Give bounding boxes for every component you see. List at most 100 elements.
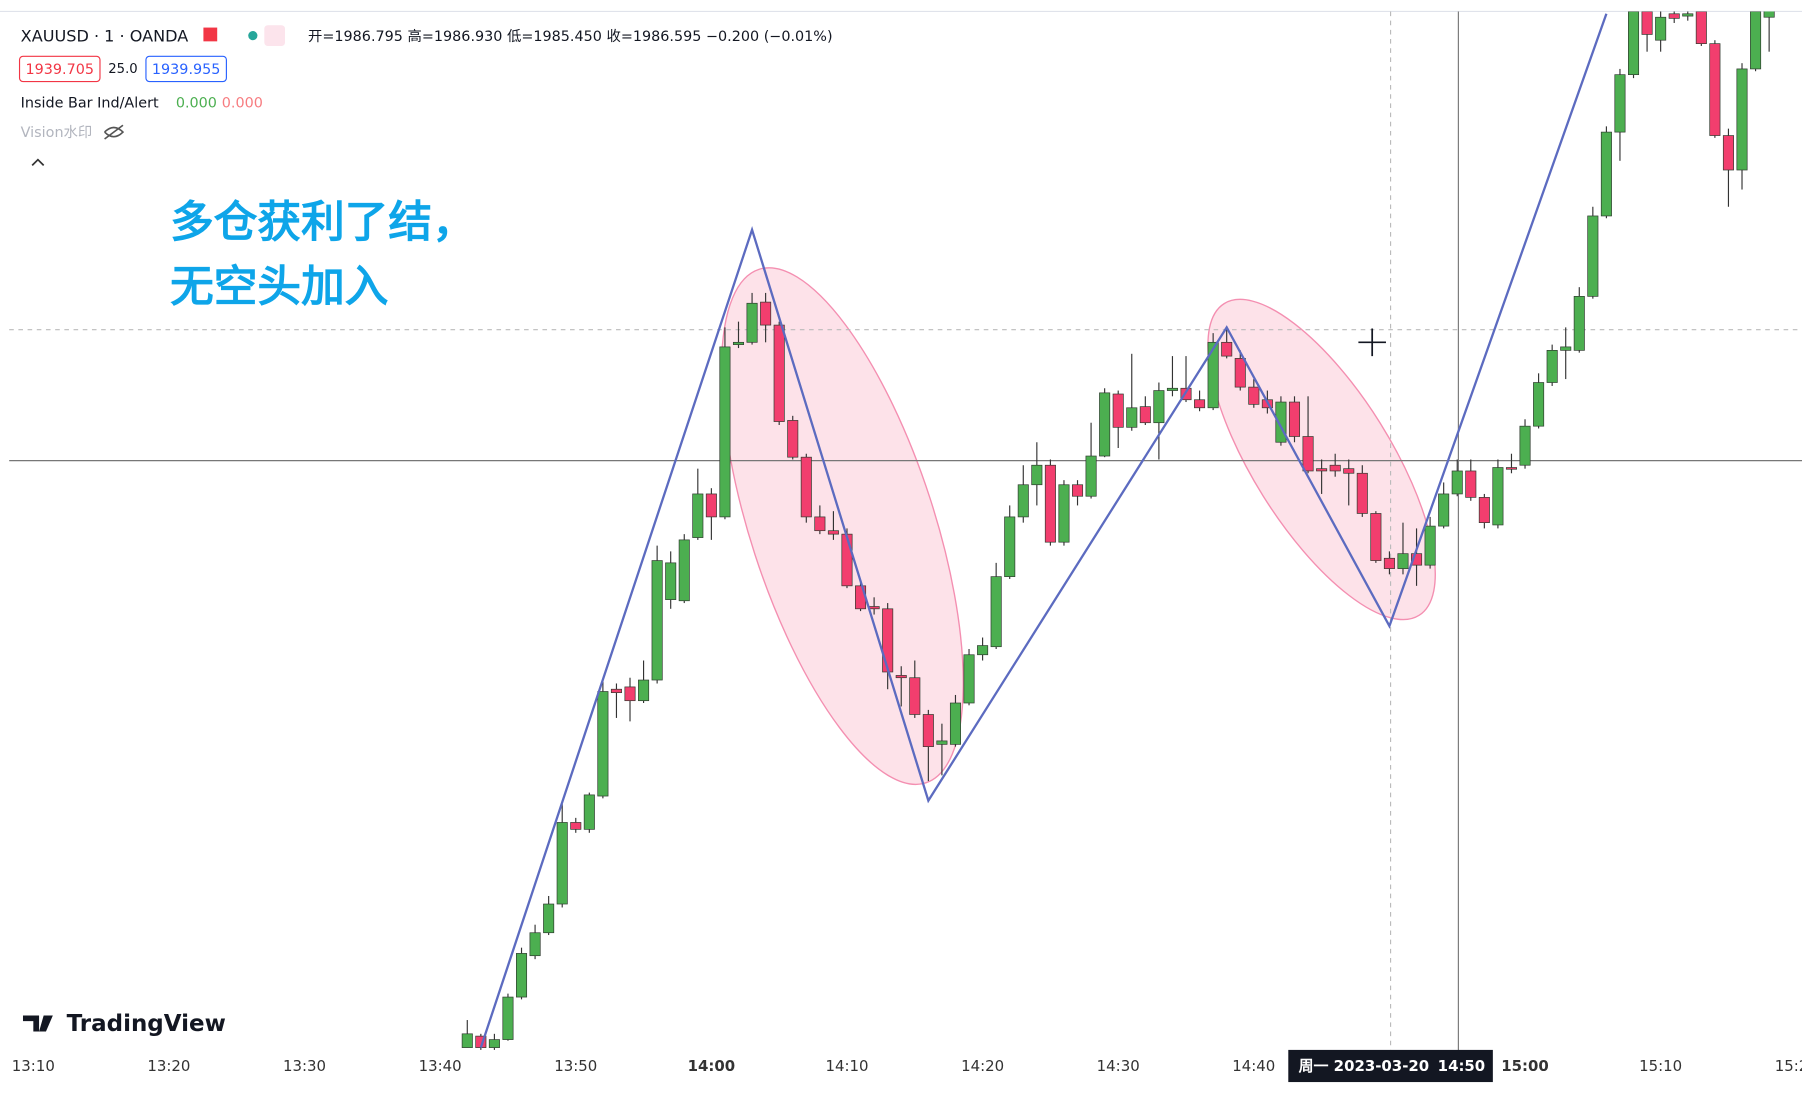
candle-body <box>773 324 785 422</box>
candle-body <box>1600 131 1612 217</box>
candle-body <box>732 341 745 345</box>
candle-body <box>1275 401 1287 443</box>
candle-body <box>1383 557 1395 569</box>
candle-body <box>1139 406 1151 424</box>
candle-body <box>827 530 839 535</box>
candle-body <box>597 691 609 797</box>
candle-body <box>719 346 731 518</box>
candle-body <box>516 953 528 998</box>
candle-body <box>1112 393 1124 428</box>
candle-body <box>1356 472 1368 514</box>
candle-body <box>1505 467 1517 470</box>
candle-body <box>760 301 772 326</box>
candle-body <box>1234 358 1246 388</box>
candle-body <box>638 679 650 702</box>
x-tick-label: 14:40 <box>1232 1057 1275 1075</box>
candle-body <box>1451 470 1463 495</box>
x-tick-label: 14:20 <box>961 1057 1004 1075</box>
annotation: 无空头加入 <box>170 261 389 312</box>
candle-body <box>1560 346 1572 351</box>
candle-body <box>570 822 582 830</box>
candle-body <box>475 1035 487 1048</box>
candle-body <box>1316 468 1328 472</box>
candle-body <box>1207 341 1219 409</box>
x-tick-label: 15:20 <box>1775 1057 1802 1075</box>
candle-body <box>502 996 514 1040</box>
candle-body <box>787 420 799 458</box>
candle-body <box>1072 484 1084 497</box>
candle-body <box>922 714 934 747</box>
candle-body <box>1302 436 1314 472</box>
logo-icon <box>22 1015 53 1032</box>
candle-body <box>1343 468 1355 474</box>
indicator-value: 0.000 <box>222 95 263 111</box>
candle-body <box>814 516 826 532</box>
x-tick-label: 13:10 <box>12 1057 55 1075</box>
indicator-value: 0.000 <box>176 95 217 111</box>
collapse-icon[interactable] <box>31 158 45 167</box>
candle-body <box>1099 392 1111 457</box>
candle-body <box>1668 13 1680 19</box>
spread: 25.0 <box>108 62 137 77</box>
crosshair-label-box <box>1288 1049 1493 1083</box>
candle-body <box>1017 484 1029 518</box>
candle-body <box>1424 525 1436 566</box>
candle-body <box>909 677 921 715</box>
symbol: XAUUSD · 1 · OANDA <box>21 26 189 45</box>
bid: 1939.705 <box>25 62 94 78</box>
candle-body <box>488 1039 500 1048</box>
candle-body <box>610 688 622 694</box>
ask-box[interactable] <box>145 55 227 83</box>
candle-body <box>1166 387 1178 391</box>
candle-body <box>1546 350 1558 383</box>
candle-body <box>841 533 853 587</box>
candle-body <box>963 654 975 704</box>
flag-icon <box>203 27 218 42</box>
x-tick-label: 15:10 <box>1639 1057 1682 1075</box>
crosshair-time: 14:50 <box>1438 1057 1486 1075</box>
x-tick-label: 13:40 <box>419 1057 462 1075</box>
hide-icon[interactable] <box>104 124 125 140</box>
candle-body <box>1736 68 1748 171</box>
candle-body <box>882 608 894 673</box>
candle-body <box>543 903 555 934</box>
candle-body <box>746 302 758 343</box>
candle-body <box>1682 13 1694 17</box>
bid-box[interactable] <box>18 55 101 83</box>
crosshair-date: 周一 2023-03-20 <box>1299 1057 1430 1075</box>
x-tick-label: 13:20 <box>147 1057 190 1075</box>
candle-body <box>1641 11 1653 35</box>
candle-body <box>705 493 717 518</box>
icon <box>264 25 286 46</box>
candle-body <box>1492 467 1504 526</box>
x-tick-label: 15:00 <box>1501 1057 1549 1075</box>
candle-body <box>1587 215 1599 297</box>
candle-body <box>1750 11 1762 70</box>
x-tick-label: 13:50 <box>554 1057 597 1075</box>
candle-body <box>1288 401 1301 437</box>
candle-body <box>1153 390 1165 424</box>
ask: 1939.955 <box>152 62 221 78</box>
candle-body <box>1573 296 1585 351</box>
candle-body <box>678 539 690 602</box>
candle-body <box>1519 425 1531 466</box>
candle-body <box>529 932 541 957</box>
plot <box>461 11 1775 1050</box>
ohlc: 开=1986.795 高=1986.930 低=1985.450 收=1986.… <box>308 28 833 45</box>
zigzag-line <box>479 13 1608 1048</box>
candle-body <box>1126 407 1138 428</box>
candle-body <box>1194 399 1206 409</box>
candle-body <box>1465 470 1477 498</box>
candle-body <box>1044 464 1056 543</box>
candle-body <box>868 606 880 610</box>
candle-body <box>1411 553 1423 566</box>
annotation: 多仓获利了结， <box>170 197 476 248</box>
candle-body <box>1478 497 1490 523</box>
candle-body <box>651 560 663 681</box>
candle-body <box>583 794 595 830</box>
candle-body <box>990 576 1002 648</box>
candle-body <box>1628 11 1640 76</box>
